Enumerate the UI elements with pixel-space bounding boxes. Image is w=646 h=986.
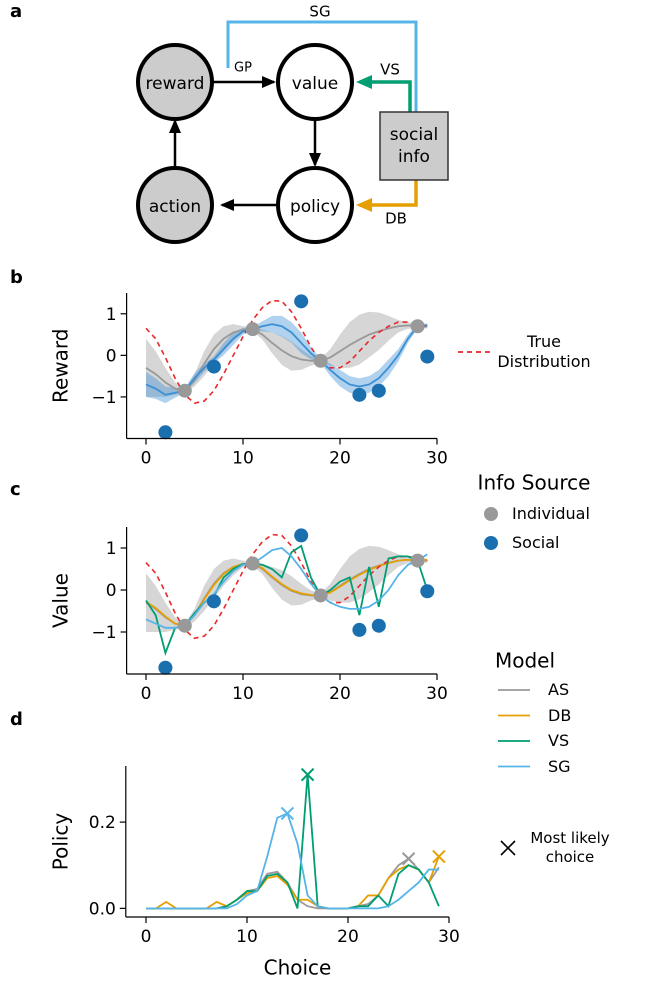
legend-label: AS (548, 680, 570, 699)
x-tick-label: 0 (141, 449, 152, 469)
x-tick-label: 0 (141, 684, 152, 704)
point (294, 294, 309, 309)
legend-label: Most likely choice (530, 829, 610, 866)
point (206, 594, 221, 609)
line (145, 547, 428, 629)
legend-title: Model (495, 649, 555, 673)
x-tick-label: 30 (426, 684, 448, 704)
point (313, 588, 328, 603)
legend-label: Individual (512, 504, 590, 523)
point (371, 383, 386, 398)
point (313, 353, 328, 368)
edge-label: SG (309, 3, 330, 21)
point (245, 322, 260, 337)
x-tick-label: 10 (232, 684, 254, 704)
x-axis-label: Choice (264, 956, 332, 980)
x-tick-label: 10 (236, 927, 258, 947)
y-tick-label: 0 (106, 346, 117, 366)
legend-label: DB (548, 705, 572, 725)
max-marker (432, 849, 446, 864)
x-tick-label: 10 (232, 449, 254, 469)
node-label: action (149, 197, 201, 217)
edge-label: DB (385, 210, 407, 228)
point (420, 584, 435, 599)
y-tick-label: −1 (92, 623, 117, 643)
db-edge (356, 180, 418, 212)
line (145, 323, 428, 396)
legend-swatch (500, 840, 516, 856)
y-tick-label: 1 (106, 539, 117, 559)
point (371, 618, 386, 633)
legend-label: Social (512, 533, 560, 552)
node-label: social info (389, 125, 439, 167)
edge-label: VS (380, 61, 400, 79)
panel-label: b (10, 267, 23, 288)
x-tick-label: 0 (141, 927, 152, 947)
vs-edge (356, 75, 412, 112)
panel-label: d (10, 709, 23, 730)
sg-edge (226, 20, 418, 112)
node-label: reward (146, 74, 205, 94)
point (206, 359, 221, 374)
confidence-band (146, 315, 428, 404)
node-label: value (292, 74, 338, 94)
node (276, 43, 354, 121)
node-label: policy (290, 197, 340, 217)
x-tick-label: 20 (329, 684, 351, 704)
x-tick-label: 20 (337, 927, 359, 947)
max-marker (280, 806, 295, 821)
y-tick-label: 1 (106, 305, 117, 325)
x-tick-label: 20 (329, 449, 351, 469)
panel-label: a (10, 1, 22, 22)
legend-label: SG (548, 756, 571, 776)
node (276, 166, 354, 244)
point (352, 622, 367, 637)
node (379, 111, 449, 181)
point (158, 660, 173, 675)
y-tick-label: −1 (92, 388, 117, 408)
point (177, 383, 192, 398)
point (158, 425, 173, 440)
line (145, 299, 428, 405)
node (136, 43, 214, 121)
y-axis-label: Policy (49, 813, 73, 871)
legend-label: True Distribution (497, 332, 591, 371)
x-tick-label: 30 (426, 449, 448, 469)
max-marker (401, 852, 416, 866)
point (410, 553, 425, 568)
legend-swatch (484, 536, 498, 550)
point (420, 349, 435, 364)
y-tick-label: 0.2 (89, 813, 116, 833)
node (136, 166, 214, 244)
legend-swatch (484, 507, 498, 521)
line (146, 774, 440, 910)
point (352, 387, 367, 402)
point (245, 556, 260, 571)
line (146, 812, 439, 910)
point (294, 528, 309, 543)
legend-label: VS (548, 731, 570, 750)
panel-label: c (10, 479, 21, 500)
point (410, 319, 425, 334)
y-tick-label: 0 (106, 581, 117, 601)
y-axis-label: Reward (49, 329, 73, 403)
point (177, 618, 192, 633)
line (145, 533, 428, 640)
max-marker (300, 767, 315, 782)
legend-title: Info Source (478, 471, 591, 495)
edge-label: GP (234, 61, 252, 76)
y-axis-label: Value (49, 573, 73, 628)
x-tick-label: 30 (438, 927, 460, 947)
y-tick-label: 0.0 (89, 899, 116, 919)
